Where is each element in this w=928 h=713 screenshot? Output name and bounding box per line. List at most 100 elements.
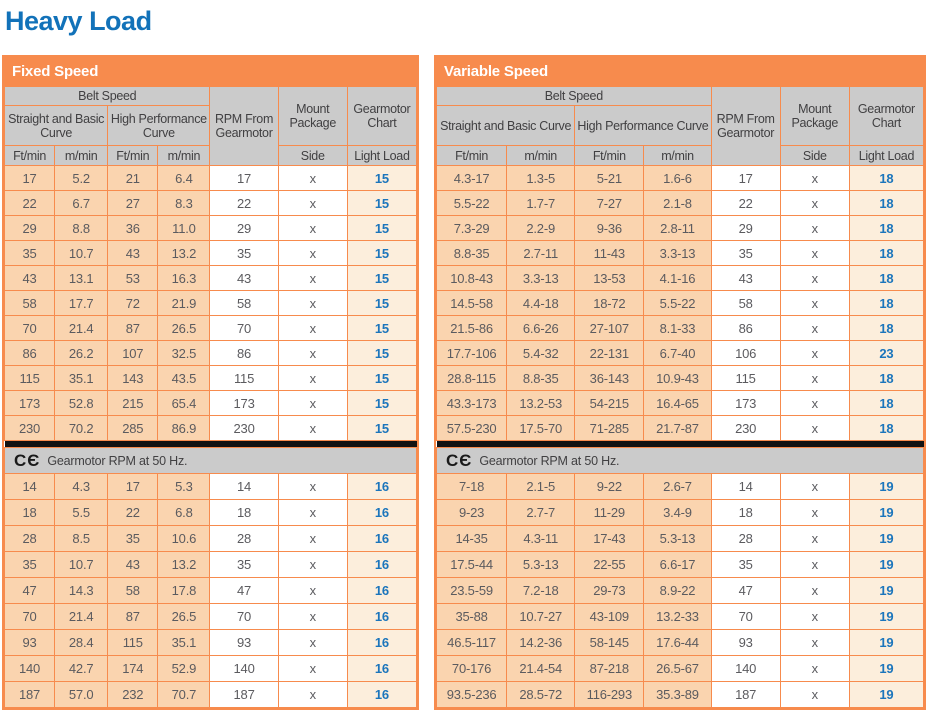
rows-50hz: 7-18 2.1-5 9-22 2.6-7 14 x 19 9-23 2.7-7 11-29 3.4… — [435, 473, 925, 708]
table-row: 8.8-35 2.7-11 11-43 3.3-13 35 x 18 — [435, 240, 925, 266]
table-cell: x — [779, 165, 850, 191]
table-cell: 3.3-13 — [643, 240, 712, 266]
table-cell: 1.7-7 — [506, 190, 576, 216]
table-cell: 140 — [3, 655, 56, 682]
table-cell: 10.7-27 — [506, 603, 576, 630]
table-cell: 43 — [3, 265, 56, 291]
table-cell: 17-43 — [574, 525, 645, 552]
table-cell: 230 — [3, 415, 56, 441]
table-cell: 2.2-9 — [506, 215, 576, 241]
table-cell: 13.1 — [54, 265, 109, 291]
gearmotor-chart-cell: 16 — [346, 473, 418, 500]
table-cell: 86.9 — [157, 415, 211, 441]
table-cell: 3.4-9 — [643, 499, 712, 526]
table-cell: x — [277, 655, 348, 682]
table-cell: 58 — [3, 290, 56, 316]
header-ft-min: Ft/min — [107, 145, 159, 166]
table-cell: 87 — [107, 603, 159, 630]
table-cell: 140 — [209, 655, 279, 682]
table-cell: 4.1-16 — [643, 265, 712, 291]
table-row: 58 17.7 72 21.9 58 x 15 — [3, 290, 418, 316]
ce-note-row: CЄ Gearmotor RPM at 50 Hz. — [4, 447, 417, 474]
table-cell: 21.9 — [157, 290, 211, 316]
table-cell: 54-215 — [574, 390, 645, 416]
table-cell: 29-73 — [574, 577, 645, 604]
table-cell: 70 — [209, 315, 279, 341]
table-cell: x — [277, 190, 348, 216]
table-cell: 72 — [107, 290, 159, 316]
table-cell: 32.5 — [157, 340, 211, 366]
table-cell: x — [779, 473, 850, 500]
header-high-performance-curve: High Performance Curve — [107, 105, 211, 146]
table-cell: 215 — [107, 390, 159, 416]
table-row: 28 8.5 35 10.6 28 x 16 — [3, 525, 418, 552]
table-row: 7-18 2.1-5 9-22 2.6-7 14 x 19 — [435, 473, 925, 500]
table-header: Belt Speed RPM From Gearmotor Mount Pack… — [3, 86, 418, 166]
table-cell: 6.8 — [157, 499, 211, 526]
ce-mark-icon: CЄ — [14, 450, 41, 470]
table-cell: 93 — [710, 629, 781, 656]
table-cell: 232 — [107, 681, 159, 708]
table-cell: 5.5-22 — [643, 290, 712, 316]
table-cell: 93 — [3, 629, 56, 656]
table-cell: 7-27 — [574, 190, 645, 216]
table-header: Belt Speed RPM From Gearmotor Mount Pack… — [435, 86, 925, 166]
header-side: Side — [277, 145, 348, 166]
table-cell: 285 — [107, 415, 159, 441]
table-cell: 2.7-7 — [506, 499, 576, 526]
table-cell: 86 — [710, 315, 781, 341]
table-cell: 22-55 — [574, 551, 645, 578]
table-cell: 115 — [107, 629, 159, 656]
table-cell: 9-23 — [435, 499, 508, 526]
table-cell: 29 — [209, 215, 279, 241]
table-row: 14-35 4.3-11 17-43 5.3-13 28 x 19 — [435, 525, 925, 552]
table-cell: 9-36 — [574, 215, 645, 241]
table-cell: 5.3 — [157, 473, 211, 500]
table-row: 70 21.4 87 26.5 70 x 16 — [3, 603, 418, 630]
table-cell: 17 — [107, 473, 159, 500]
table-cell: 22 — [209, 190, 279, 216]
table-cell: 4.4-18 — [506, 290, 576, 316]
variable-speed-grid: Belt Speed RPM From Gearmotor Mount Pack… — [435, 86, 925, 708]
table-cell: 14.3 — [54, 577, 109, 604]
table-cell: 4.3-11 — [506, 525, 576, 552]
table-cell: 35 — [3, 551, 56, 578]
table-cell: 86 — [3, 340, 56, 366]
table-cell: 187 — [710, 681, 781, 708]
table-cell: x — [277, 315, 348, 341]
table-cell: 22 — [3, 190, 56, 216]
table-cell: 17 — [710, 165, 781, 191]
table-cell: 58-145 — [574, 629, 645, 656]
gearmotor-chart-cell: 18 — [848, 290, 925, 316]
table-cell: 5.2 — [54, 165, 109, 191]
table-cell: 16.3 — [157, 265, 211, 291]
table-row: 17.5-44 5.3-13 22-55 6.6-17 35 x 19 — [435, 551, 925, 578]
table-cell: 173 — [710, 390, 781, 416]
table-row: 23.5-59 7.2-18 29-73 8.9-22 47 x 19 — [435, 577, 925, 604]
table-row: 18 5.5 22 6.8 18 x 16 — [3, 499, 418, 526]
fixed-speed-grid: Belt Speed RPM From Gearmotor Mount Pack… — [3, 86, 418, 708]
table-row: 230 70.2 285 86.9 230 x 15 — [3, 415, 418, 441]
table-cell: 58 — [107, 577, 159, 604]
gearmotor-chart-cell: 19 — [848, 655, 925, 682]
table-cell: 4.3 — [54, 473, 109, 500]
ce-mark-icon: CЄ — [446, 450, 473, 470]
table-cell: 2.6-7 — [643, 473, 712, 500]
page-title: Heavy Load — [5, 6, 152, 36]
table-cell: 21.5-86 — [435, 315, 508, 341]
table-cell: x — [277, 551, 348, 578]
table-cell: 13.2-53 — [506, 390, 576, 416]
table-row: 140 42.7 174 52.9 140 x 16 — [3, 655, 418, 682]
table-row: 93 28.4 115 35.1 93 x 16 — [3, 629, 418, 656]
gearmotor-chart-cell: 18 — [848, 415, 925, 441]
table-cell: 35 — [3, 240, 56, 266]
table-row: 70-176 21.4-54 87-218 26.5-67 140 x 19 — [435, 655, 925, 682]
gearmotor-chart-cell: 19 — [848, 681, 925, 708]
table-cell: 7.2-18 — [506, 577, 576, 604]
table-cell: 35.1 — [54, 365, 109, 391]
table-cell: 1.3-5 — [506, 165, 576, 191]
table-cell: 26.5-67 — [643, 655, 712, 682]
table-cell: 173 — [209, 390, 279, 416]
gearmotor-chart-cell: 23 — [848, 340, 925, 366]
table-cell: 14-35 — [435, 525, 508, 552]
